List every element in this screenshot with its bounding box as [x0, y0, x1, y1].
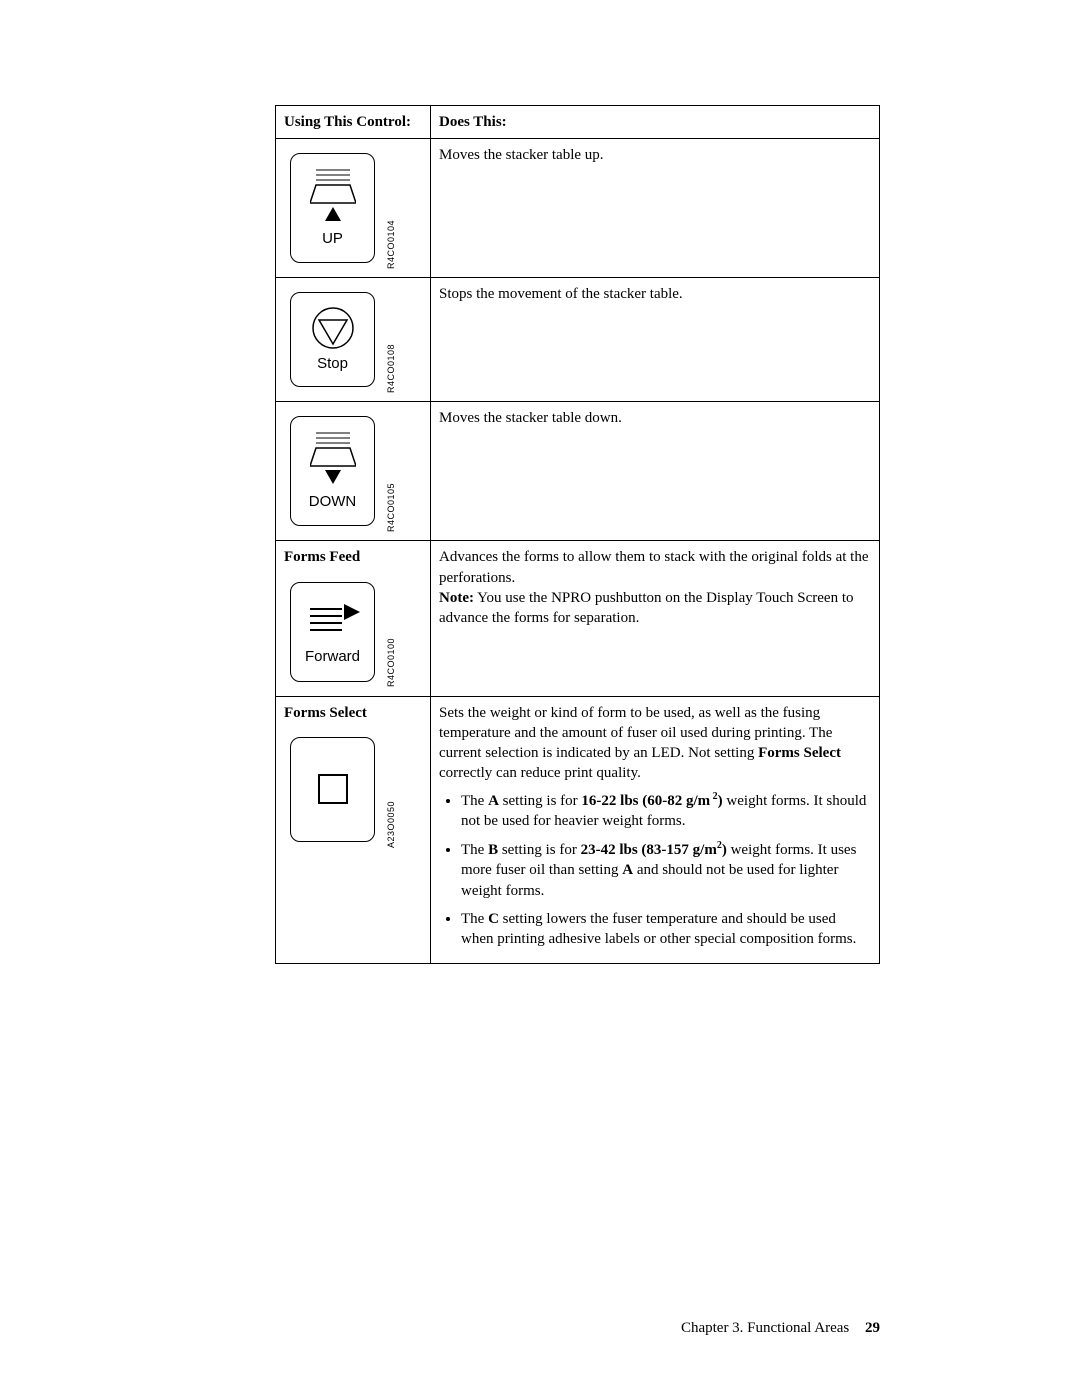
up-description: Moves the stacker table up.: [431, 139, 880, 278]
note-text: You use the NPRO pushbutton on the Displ…: [439, 590, 853, 626]
header-control: Using This Control:: [276, 106, 431, 139]
list-item: The B setting is for 23-42 lbs (83-157 g…: [461, 839, 871, 901]
ref-code: R4CO0108: [385, 344, 397, 393]
stop-description: Stops the movement of the stacker table.: [431, 278, 880, 402]
stop-control: Stop R4CO0108: [284, 284, 375, 395]
chapter-label: Chapter 3. Functional Areas: [681, 1320, 849, 1336]
ref-code: A23O0050: [385, 801, 397, 848]
up-icon-box: UP: [290, 153, 375, 263]
stacker-up-icon: [310, 167, 356, 225]
table-row: Forms Feed Forward R4CO0100: [276, 541, 880, 696]
forms-feed-title: Forms Feed: [284, 547, 422, 567]
ff-intro: Advances the forms to allow them to stac…: [439, 549, 869, 585]
forms-feed-description: Advances the forms to allow them to stac…: [431, 541, 880, 696]
note-label: Note:: [439, 590, 474, 606]
controls-table: Using This Control: Does This:: [275, 105, 880, 964]
ref-code: R4CO0105: [385, 483, 397, 532]
table-row: DOWN R4CO0105 Moves the stacker table do…: [276, 402, 880, 541]
down-control: DOWN R4CO0105: [284, 408, 375, 534]
page-footer: Chapter 3. Functional Areas 29: [681, 1320, 880, 1337]
forward-label: Forward: [305, 647, 360, 667]
settings-list: The A setting is for 16-22 lbs (60-82 g/…: [439, 790, 871, 950]
header-does: Does This:: [431, 106, 880, 139]
stop-label: Stop: [317, 354, 348, 374]
select-icon-box: [290, 737, 375, 842]
list-item: The C setting lowers the fuser temperatu…: [461, 909, 871, 950]
stop-icon: [311, 306, 355, 350]
up-control: UP R4CO0104: [284, 145, 375, 271]
forms-select-description: Sets the weight or kind of form to be us…: [431, 696, 880, 964]
down-label: DOWN: [309, 492, 357, 512]
fs-intro-bold: Forms Select: [758, 745, 841, 761]
table-row: Stop R4CO0108 Stops the movement of the …: [276, 278, 880, 402]
table-row: UP R4CO0104 Moves the stacker table up.: [276, 139, 880, 278]
forward-icon: [304, 603, 362, 643]
forms-select-title: Forms Select: [284, 703, 422, 723]
stop-icon-box: Stop: [290, 292, 375, 387]
list-item: The A setting is for 16-22 lbs (60-82 g/…: [461, 790, 871, 832]
fs-intro-2: correctly can reduce print quality.: [439, 765, 641, 781]
table-row: Forms Select A23O0050 Sets the weight or…: [276, 696, 880, 964]
ref-code: R4CO0104: [385, 220, 397, 269]
stacker-down-icon: [310, 430, 356, 488]
select-control: A23O0050: [284, 729, 375, 850]
page-container: Using This Control: Does This:: [0, 0, 1080, 1397]
forward-icon-box: Forward: [290, 582, 375, 682]
forward-control: Forward R4CO0100: [284, 574, 375, 690]
down-description: Moves the stacker table down.: [431, 402, 880, 541]
select-square-icon: [318, 774, 348, 804]
down-icon-box: DOWN: [290, 416, 375, 526]
up-label: UP: [322, 229, 343, 249]
page-number: 29: [865, 1320, 880, 1336]
ref-code: R4CO0100: [385, 638, 397, 687]
